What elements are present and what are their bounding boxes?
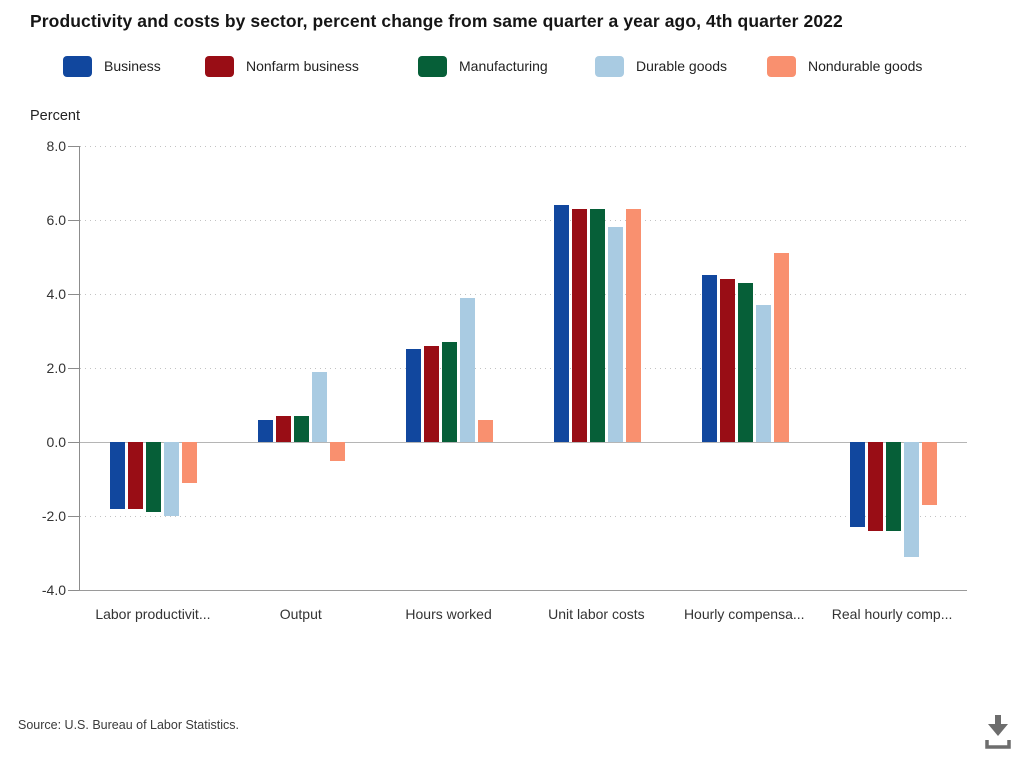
legend-item-nondurable-goods[interactable]: Nondurable goods xyxy=(767,55,922,77)
y-tick-label: 6.0 xyxy=(46,212,66,228)
bar-durable-goods-0[interactable] xyxy=(164,442,179,516)
source-note: Source: U.S. Bureau of Labor Statistics. xyxy=(18,718,239,732)
x-category-label: Output xyxy=(279,606,322,622)
bar-business-4[interactable] xyxy=(702,275,717,442)
bar-nondurable-goods-4[interactable] xyxy=(774,253,789,442)
bar-business-5[interactable] xyxy=(850,442,865,527)
bar-nonfarm-business-0[interactable] xyxy=(128,442,143,509)
zero-line xyxy=(80,442,967,443)
y-tick-label: -2.0 xyxy=(41,508,66,524)
bar-nondurable-goods-1[interactable] xyxy=(330,442,345,461)
legend-swatch-icon xyxy=(418,55,447,77)
y-tick-label: 4.0 xyxy=(46,286,66,302)
bar-business-0[interactable] xyxy=(110,442,125,509)
gridline xyxy=(80,368,967,369)
bar-nondurable-goods-0[interactable] xyxy=(182,442,197,483)
legend-label: Manufacturing xyxy=(459,58,548,74)
bar-durable-goods-3[interactable] xyxy=(608,227,623,442)
bar-durable-goods-4[interactable] xyxy=(756,305,771,442)
bar-manufacturing-3[interactable] xyxy=(590,209,605,442)
legend-swatch-icon xyxy=(595,55,624,77)
y-axis-title: Percent xyxy=(30,108,80,124)
legend-label: Nondurable goods xyxy=(808,58,923,74)
bar-manufacturing-4[interactable] xyxy=(738,283,753,442)
bar-business-2[interactable] xyxy=(406,349,421,442)
bar-manufacturing-5[interactable] xyxy=(886,442,901,531)
bar-nonfarm-business-1[interactable] xyxy=(276,416,291,442)
bar-manufacturing-0[interactable] xyxy=(146,442,161,512)
y-tick-label: 2.0 xyxy=(46,360,66,376)
bar-nonfarm-business-4[interactable] xyxy=(720,279,735,442)
legend-swatch-icon xyxy=(63,55,92,77)
bar-manufacturing-1[interactable] xyxy=(294,416,309,442)
bar-nonfarm-business-3[interactable] xyxy=(572,209,587,442)
download-button[interactable] xyxy=(979,712,1017,754)
legend-item-nonfarm-business[interactable]: Nonfarm business xyxy=(205,55,359,77)
bar-nonfarm-business-2[interactable] xyxy=(424,346,439,442)
y-tick-label: 0.0 xyxy=(46,434,66,450)
x-category-label: Unit labor costs xyxy=(548,606,645,622)
bar-nondurable-goods-2[interactable] xyxy=(478,420,493,442)
axis-tick-mark xyxy=(68,294,79,295)
y-tick-label: -4.0 xyxy=(41,582,66,598)
bar-business-1[interactable] xyxy=(258,420,273,442)
bar-durable-goods-1[interactable] xyxy=(312,372,327,442)
plot-area xyxy=(79,146,967,591)
bar-durable-goods-2[interactable] xyxy=(460,298,475,442)
gridline xyxy=(80,220,967,221)
bar-nondurable-goods-5[interactable] xyxy=(922,442,937,505)
x-category-label: Hourly compensa... xyxy=(683,606,805,622)
bar-nondurable-goods-3[interactable] xyxy=(626,209,641,442)
y-tick-label: 8.0 xyxy=(46,138,66,154)
bar-business-3[interactable] xyxy=(554,205,569,442)
gridline xyxy=(80,516,967,517)
legend-label: Nonfarm business xyxy=(246,58,359,74)
axis-tick-mark xyxy=(68,516,79,517)
download-icon xyxy=(985,714,1011,749)
bar-durable-goods-5[interactable] xyxy=(904,442,919,557)
x-category-label: Hours worked xyxy=(405,606,492,622)
gridline xyxy=(80,294,967,295)
axis-tick-mark xyxy=(68,220,79,221)
legend-swatch-icon xyxy=(205,55,234,77)
legend-item-durable-goods[interactable]: Durable goods xyxy=(595,55,727,77)
bar-manufacturing-2[interactable] xyxy=(442,342,457,442)
legend-label: Business xyxy=(104,58,161,74)
legend-label: Durable goods xyxy=(636,58,728,74)
axis-tick-mark xyxy=(68,590,79,591)
legend-item-business[interactable]: Business xyxy=(63,55,161,77)
gridline xyxy=(80,146,967,147)
x-category-label: Labor productivit... xyxy=(95,606,211,622)
x-category-label: Real hourly comp... xyxy=(831,606,953,622)
axis-tick-mark xyxy=(68,146,79,147)
axis-tick-mark xyxy=(68,368,79,369)
legend-item-manufacturing[interactable]: Manufacturing xyxy=(418,55,548,77)
bar-nonfarm-business-5[interactable] xyxy=(868,442,883,531)
chart-title: Productivity and costs by sector, percen… xyxy=(30,11,843,31)
axis-tick-mark xyxy=(68,442,79,443)
legend-swatch-icon xyxy=(767,55,796,77)
